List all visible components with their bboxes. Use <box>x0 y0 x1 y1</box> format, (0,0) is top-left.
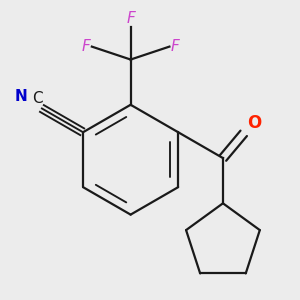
Text: F: F <box>126 11 135 26</box>
Text: C: C <box>32 92 43 106</box>
Text: O: O <box>247 114 261 132</box>
Text: F: F <box>171 39 180 54</box>
Text: F: F <box>82 39 90 54</box>
Text: N: N <box>15 89 28 104</box>
